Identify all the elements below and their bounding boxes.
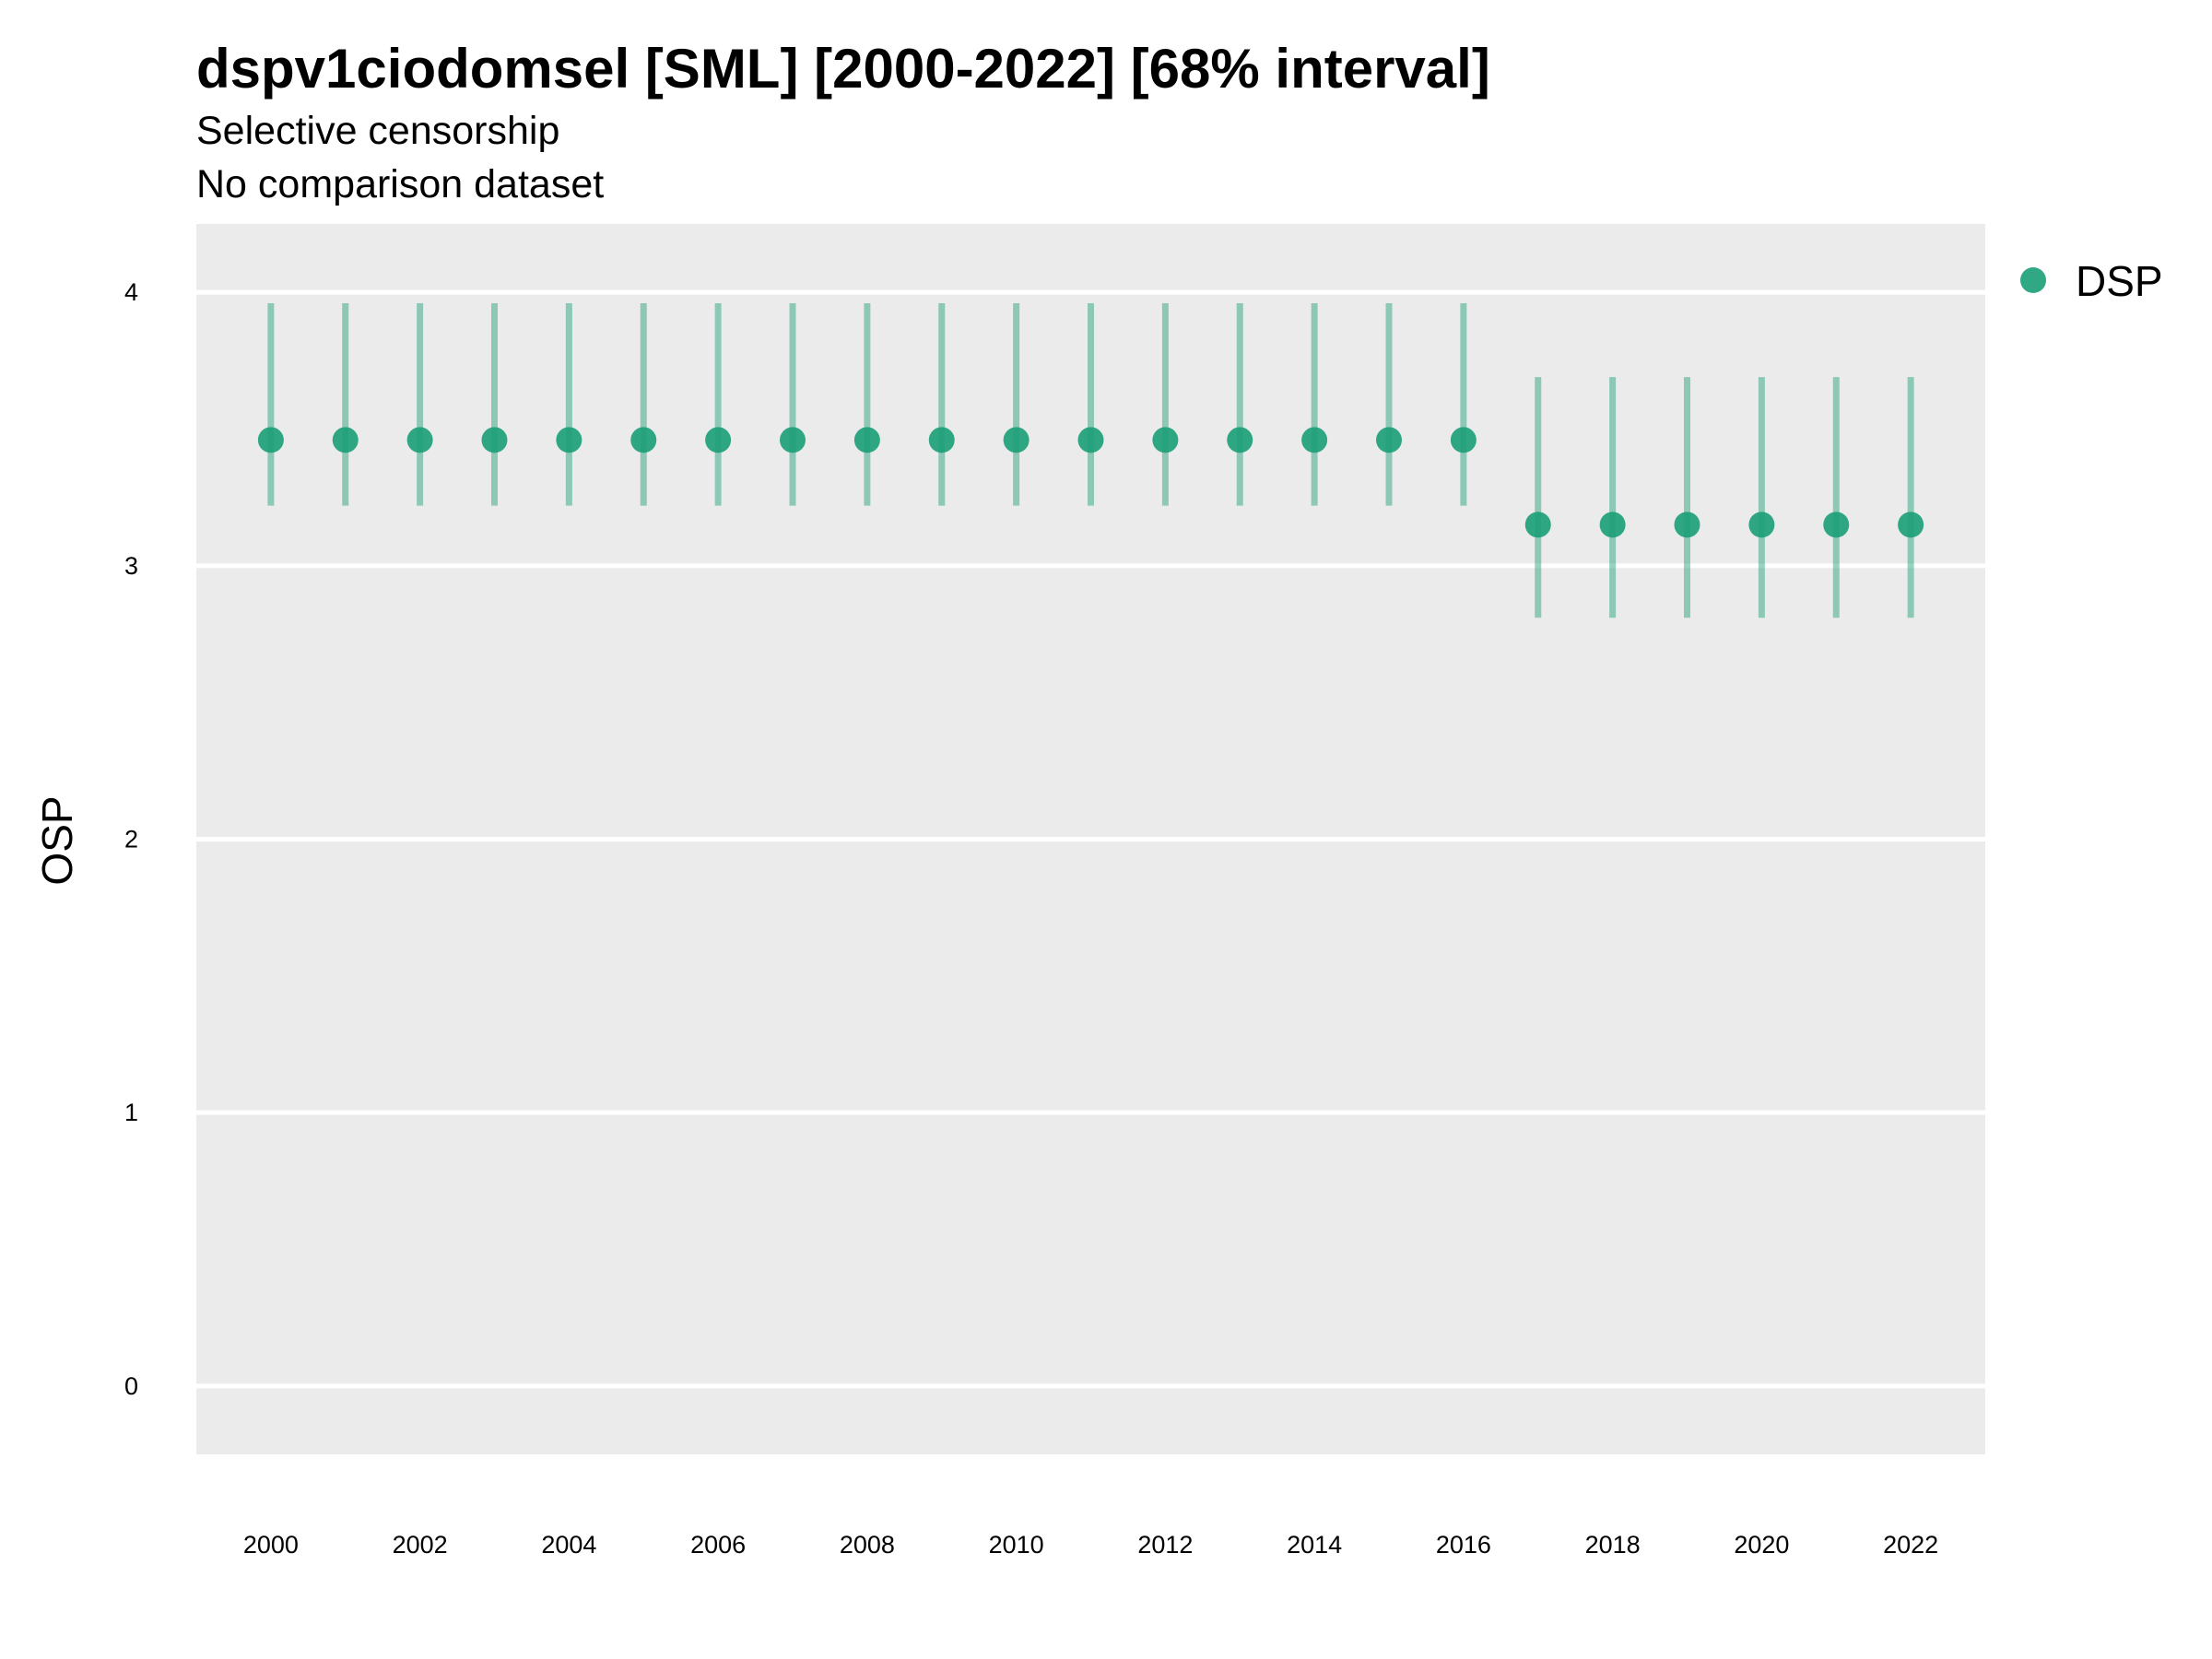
data-point — [1450, 427, 1477, 453]
data-point — [780, 427, 806, 453]
x-tick-label: 2010 — [989, 1531, 1044, 1559]
grid-lines — [196, 289, 1985, 1389]
data-point — [1823, 512, 1850, 538]
y-tick-label: 0 — [124, 1372, 138, 1400]
interval-bars — [267, 303, 1914, 618]
data-point — [556, 427, 582, 453]
data-point — [1599, 512, 1626, 538]
x-tick-label: 2022 — [1883, 1531, 1938, 1559]
data-point — [1376, 427, 1402, 453]
data-point — [257, 427, 284, 453]
chart-caption: No comparison dataset — [196, 162, 604, 206]
x-tick-label: 2020 — [1734, 1531, 1789, 1559]
x-tick-label: 2018 — [1585, 1531, 1641, 1559]
chart-subtitle: Selective censorship — [196, 109, 559, 153]
data-point — [705, 427, 732, 453]
x-tick-label: 2006 — [690, 1531, 746, 1559]
y-axis-title: OSP — [33, 795, 81, 885]
data-point — [1077, 427, 1104, 453]
x-tick-label: 2012 — [1137, 1531, 1193, 1559]
data-point — [1674, 512, 1700, 538]
data-point — [1152, 427, 1179, 453]
x-tick-label: 2004 — [541, 1531, 596, 1559]
estimate-points — [257, 427, 1924, 538]
data-point — [1524, 512, 1551, 538]
data-point — [481, 427, 508, 453]
data-point — [1301, 427, 1328, 453]
data-point — [406, 427, 433, 453]
data-point — [928, 427, 955, 453]
data-point — [1227, 427, 1253, 453]
y-tick-label: 4 — [124, 278, 138, 306]
chart-title: dspv1ciodomsel [SML] [2000-2022] [68% in… — [196, 38, 1490, 100]
x-tick-label: 2008 — [840, 1531, 895, 1559]
x-tick-labels: 2000 2002 2004 2006 2008 2010 2012 2014 2016 2018… — [243, 1531, 1938, 1559]
data-point — [853, 427, 880, 453]
legend-label-dsp: DSP — [2076, 257, 2163, 305]
y-tick-label: 3 — [124, 552, 138, 580]
y-tick-labels: 0 1 2 3 4 — [124, 278, 138, 1400]
data-point — [630, 427, 657, 453]
y-tick-label: 1 — [124, 1099, 138, 1126]
legend-key-dsp — [2020, 267, 2046, 293]
data-point — [1898, 512, 1924, 538]
data-point — [1003, 427, 1030, 453]
x-tick-label: 2014 — [1287, 1531, 1342, 1559]
legend[interactable]: DSP — [2020, 257, 2163, 305]
x-tick-label: 2002 — [393, 1531, 448, 1559]
data-point — [1748, 512, 1775, 538]
x-tick-label: 2000 — [243, 1531, 299, 1559]
data-point — [332, 427, 359, 453]
y-tick-label: 2 — [124, 826, 138, 853]
x-tick-label: 2016 — [1436, 1531, 1491, 1559]
